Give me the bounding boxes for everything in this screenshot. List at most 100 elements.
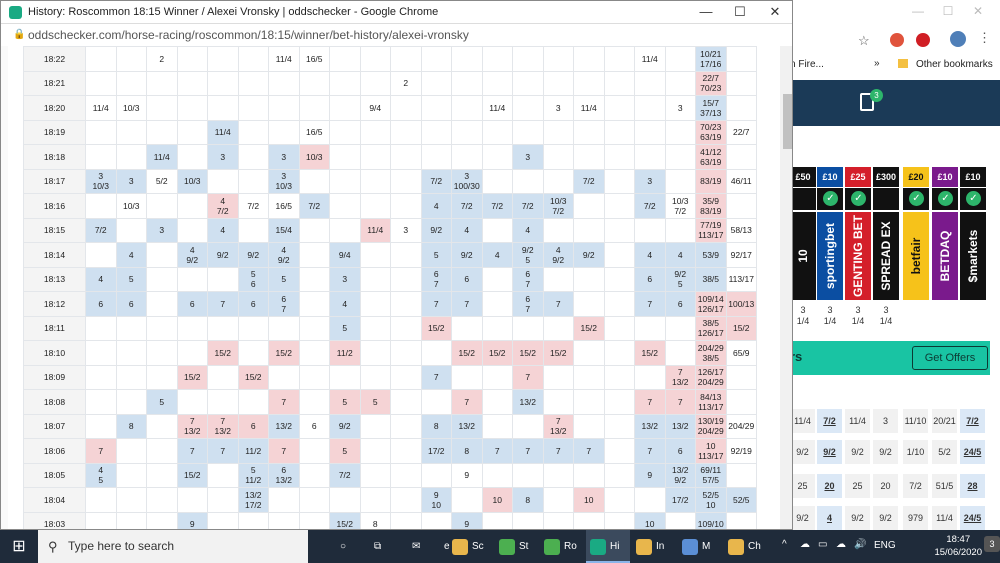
bookie-odds-cell[interactable]: 25 bbox=[790, 474, 815, 498]
profile-avatar[interactable] bbox=[950, 31, 966, 47]
bookie-odds-cell[interactable]: 20 bbox=[873, 474, 898, 498]
bookie-logo-smarkets[interactable]: $markets bbox=[960, 212, 986, 300]
odds-cell bbox=[176, 119, 208, 145]
odds-cell bbox=[481, 119, 513, 145]
extension-icon[interactable] bbox=[890, 33, 904, 47]
odds-cell: 6 bbox=[115, 291, 147, 317]
bookie-header-1[interactable]: £10 bbox=[817, 167, 843, 187]
bookie-logo-0[interactable]: 10 bbox=[790, 212, 816, 300]
bookie-odds-cell[interactable]: 9/2 bbox=[845, 440, 870, 464]
odds-cell: 126/17 204/29 bbox=[695, 364, 727, 390]
bookie-odds-cell[interactable]: 24/5 bbox=[960, 440, 985, 464]
url-text[interactable]: oddschecker.com/horse-racing/roscommon/1… bbox=[28, 28, 469, 42]
taskbar-app-1[interactable]: St bbox=[495, 530, 539, 563]
odds-cell: 3 10/3 bbox=[268, 168, 300, 194]
odds-cell bbox=[512, 511, 544, 529]
bookie-odds-cell[interactable]: 11/10 bbox=[903, 409, 928, 433]
bookie-odds-cell[interactable]: 9/2 bbox=[790, 506, 815, 530]
bookie-odds-cell[interactable]: 1/10 bbox=[903, 440, 928, 464]
bookie-odds-cell[interactable]: 51/5 bbox=[932, 474, 957, 498]
bookie-logo-spreadex[interactable]: SPREAD EX bbox=[873, 212, 899, 300]
bookie-header-0[interactable]: £50 bbox=[790, 167, 816, 187]
odds-cell bbox=[390, 193, 422, 219]
bg-close-button[interactable]: ✕ bbox=[972, 4, 984, 18]
bookie-odds-cell[interactable]: 9/2 bbox=[873, 506, 898, 530]
bookie-logo-gentingbet[interactable]: GENTING BET bbox=[845, 212, 871, 300]
bookie-odds-cell[interactable]: 5/2 bbox=[932, 440, 957, 464]
cloud-icon[interactable]: ☁ bbox=[836, 539, 846, 550]
bookie-odds-cell[interactable]: 20/21 bbox=[932, 409, 957, 433]
bookie-odds-cell[interactable]: 25 bbox=[845, 474, 870, 498]
odds-cell bbox=[542, 487, 574, 513]
task-view-button[interactable]: ⧉ bbox=[374, 541, 382, 552]
bookie-odds-cell[interactable]: 9/2 bbox=[817, 440, 842, 464]
clock[interactable]: 18:47 15/06/2020 bbox=[934, 533, 982, 559]
minimize-button[interactable]: — bbox=[699, 4, 713, 19]
bookmarks-more-button[interactable]: » bbox=[874, 58, 880, 69]
odds-cell bbox=[573, 193, 605, 219]
bookie-odds-cell[interactable]: 7/2 bbox=[903, 474, 928, 498]
bg-maximize-button[interactable]: ☐ bbox=[942, 4, 954, 18]
onedrive-icon[interactable]: ☁ bbox=[800, 539, 810, 550]
language-indicator[interactable]: ENG bbox=[874, 540, 896, 551]
bookie-header-4[interactable]: £20 bbox=[903, 167, 929, 187]
bookie-odds-cell[interactable]: 3 bbox=[873, 409, 898, 433]
odds-cell bbox=[664, 340, 696, 366]
bookmark-star-icon[interactable]: ☆ bbox=[858, 33, 870, 48]
taskbar-search-box[interactable]: ⚲ Type here to search bbox=[38, 530, 308, 563]
task-view-icon[interactable]: ○ bbox=[340, 541, 347, 552]
taskbar-app-4[interactable]: In bbox=[632, 530, 676, 563]
bookie-odds-cell[interactable]: 20 bbox=[817, 474, 842, 498]
get-offers-button[interactable]: Get Offers bbox=[912, 346, 988, 370]
odds-cell bbox=[725, 95, 757, 121]
menu-icon[interactable]: ⋮ bbox=[978, 30, 991, 45]
bookie-header-6[interactable]: £10 bbox=[960, 167, 986, 187]
odds-cell bbox=[146, 340, 178, 366]
taskbar-app-6[interactable]: Ch bbox=[724, 530, 768, 563]
edge-icon[interactable]: e bbox=[444, 541, 450, 552]
bookie-odds-cell[interactable]: 7/2 bbox=[817, 409, 842, 433]
notification-icon[interactable]: 3 bbox=[984, 536, 1000, 552]
other-bookmarks[interactable]: Other bookmarks bbox=[916, 59, 993, 70]
taskbar-app-2[interactable]: Ro bbox=[540, 530, 584, 563]
bookie-odds-cell[interactable]: 24/5 bbox=[960, 506, 985, 530]
extension-red-icon[interactable] bbox=[916, 33, 930, 47]
bookie-odds-cell[interactable]: 11/4 bbox=[932, 506, 957, 530]
bg-minimize-button[interactable]: — bbox=[912, 4, 924, 18]
mail-icon[interactable]: ✉ bbox=[412, 541, 421, 552]
taskbar-app-0[interactable]: Sc bbox=[448, 530, 492, 563]
close-button[interactable]: ✕ bbox=[769, 4, 781, 19]
taskbar-app-3[interactable]: Hi bbox=[586, 530, 630, 563]
bookie-odds-cell[interactable]: 979 bbox=[903, 506, 928, 530]
betslip-icon[interactable] bbox=[860, 93, 874, 111]
windows-start-icon[interactable]: ⊞ bbox=[12, 538, 26, 555]
bookie-odds-cell[interactable]: 9/2 bbox=[790, 440, 815, 464]
vertical-scrollbar[interactable] bbox=[780, 46, 792, 529]
address-bar[interactable]: 🔒 oddschecker.com/horse-racing/roscommon… bbox=[1, 24, 792, 46]
bookie-logo-betfair[interactable]: betfair bbox=[903, 212, 929, 300]
bookie-odds-cell[interactable]: 11/4 bbox=[845, 409, 870, 433]
bookie-odds-cell[interactable]: 7/2 bbox=[960, 409, 985, 433]
maximize-button[interactable]: ☐ bbox=[734, 4, 746, 19]
bookie-header-3[interactable]: £300 bbox=[873, 167, 899, 187]
bookie-header-5[interactable]: £10 bbox=[932, 167, 958, 187]
bookie-odds-cell[interactable]: 11/4 bbox=[790, 409, 815, 433]
network-icon[interactable]: ▭ bbox=[818, 539, 828, 550]
odds-cell bbox=[298, 217, 330, 243]
bookmark-item[interactable]: n Fire... bbox=[790, 59, 824, 70]
tray-chevron-icon[interactable]: ^ bbox=[782, 539, 787, 550]
bookie-odds-cell[interactable]: 9/2 bbox=[845, 506, 870, 530]
odds-cell bbox=[512, 315, 544, 341]
bookie-logo-sportingbet[interactable]: sportingbet bbox=[817, 212, 843, 300]
volume-icon[interactable]: 🔊 bbox=[854, 539, 867, 550]
odds-cell bbox=[268, 487, 300, 513]
bookie-logo-betdaq[interactable]: BETDAQ bbox=[932, 212, 958, 300]
window-title: History: Roscommon 18:15 Winner / Alexei… bbox=[28, 6, 439, 18]
bookie-odds-cell[interactable]: 28 bbox=[960, 474, 985, 498]
odds-cell bbox=[451, 119, 483, 145]
scrollbar-thumb[interactable] bbox=[783, 94, 792, 149]
bookie-odds-cell[interactable]: 4 bbox=[817, 506, 842, 530]
bookie-header-2[interactable]: £25 bbox=[845, 167, 871, 187]
taskbar-app-5[interactable]: M bbox=[678, 530, 722, 563]
bookie-odds-cell[interactable]: 9/2 bbox=[873, 440, 898, 464]
